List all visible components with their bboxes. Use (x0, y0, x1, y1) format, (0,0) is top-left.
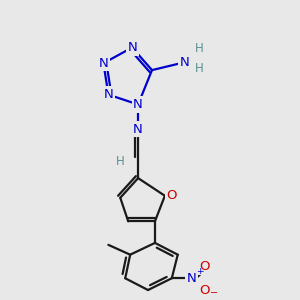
Text: N: N (187, 272, 196, 285)
Text: H: H (195, 42, 204, 55)
Text: N: N (180, 56, 190, 69)
Text: O: O (167, 189, 177, 202)
Text: N: N (127, 41, 137, 54)
Text: O: O (199, 260, 210, 273)
Text: N: N (133, 122, 143, 136)
Text: H: H (116, 155, 125, 168)
Text: H: H (195, 61, 204, 75)
Text: N: N (99, 57, 108, 70)
Text: N: N (133, 98, 143, 111)
Text: −: − (210, 288, 219, 298)
Text: +: + (196, 267, 204, 276)
Text: O: O (199, 284, 210, 296)
Text: N: N (103, 88, 113, 101)
